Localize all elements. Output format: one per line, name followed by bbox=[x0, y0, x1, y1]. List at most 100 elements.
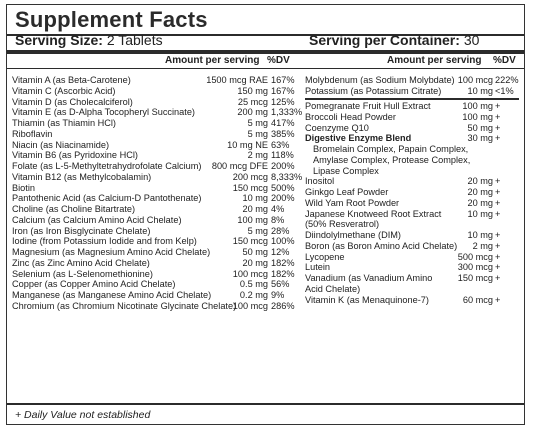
nutrient-row: Iodine (from Potassium Iodide and from K… bbox=[12, 236, 297, 247]
nutrient-name: Niacin (as Niacinamide) bbox=[12, 139, 110, 150]
nutrient-row: Magnesium (as Magnesium Amino Acid Chela… bbox=[12, 247, 297, 258]
nutrient-name: Coenzyme Q10 bbox=[305, 122, 369, 133]
nutrient-amount: 20 mg bbox=[467, 187, 493, 197]
nutrient-dv: 63% bbox=[271, 139, 290, 150]
nutrient-dv: + bbox=[495, 251, 501, 262]
nutrient-name: Choline (as Choline Bitartrate) bbox=[12, 204, 136, 214]
nutrient-dv: 118% bbox=[271, 150, 294, 161]
nutrient-dv: + bbox=[495, 262, 501, 273]
nutrient-row: Folate (as L-5-Methyltetrahydrofolate Ca… bbox=[12, 161, 297, 172]
nutrient-row: Japanese Knotweed Root Extract 10 mg + bbox=[305, 209, 523, 220]
nutrient-dv: + bbox=[495, 122, 501, 133]
nutrient-name: Folate (as L-5-Methyltetrahydrofolate Ca… bbox=[12, 161, 202, 171]
nutrient-row: Vitamin E (as D-Alpha Tocopheryl Succina… bbox=[12, 107, 302, 118]
nutrient-amount: 20 mg bbox=[242, 204, 268, 214]
right-dv-header: %DV bbox=[493, 55, 516, 66]
nutrient-name: Inositol bbox=[305, 176, 335, 187]
nutrient-amount: 200 mg bbox=[237, 107, 268, 118]
nutrient-row: Zinc (as Zinc Amino Acid Chelate) 20 mg 18… bbox=[12, 258, 297, 269]
nutrient-dv: + bbox=[495, 176, 501, 187]
nutrient-amount: 300 mcg bbox=[457, 262, 493, 273]
nutrient-amount: 0.2 mg bbox=[239, 290, 268, 300]
nutrient-row: Copper (as Copper Amino Acid Chelate) 0.5… bbox=[12, 279, 297, 290]
nutrient-name: Magnesium (as Magnesium Amino Acid Chela… bbox=[12, 247, 211, 257]
nutrient-dv: 56% bbox=[271, 279, 290, 290]
nutrient-amount: 100 mcg bbox=[232, 300, 268, 311]
nutrient-amount: 150 mg bbox=[237, 85, 268, 96]
right-section-rule bbox=[305, 98, 519, 100]
nutrient-amount: 10 mg NE bbox=[227, 139, 268, 150]
nutrient-dv: 417% bbox=[271, 118, 295, 128]
nutrient-row: Vitamin K (as Menaquinone-7) 60 mcg + bbox=[305, 295, 523, 306]
nutrient-row: Niacin (as Niacinamide) 10 mg NE 63% bbox=[12, 140, 297, 151]
nutrient-dv: 1,333% bbox=[271, 107, 303, 118]
supplement-facts-panel: Supplement Facts Serving Size: 2 Tablets… bbox=[6, 4, 525, 425]
nutrient-row: Boron (as Boron Amino Acid Chelate) 2 mg + bbox=[305, 241, 523, 252]
nutrient-name: Iron (as Iron Bisglycinate Chelate) bbox=[12, 225, 151, 236]
nutrient-name: Selenium (as L-Selenomethionine) bbox=[12, 268, 153, 279]
nutrient-name: Diindolylmethane (DIM) bbox=[305, 230, 401, 240]
nutrient-row: Riboflavin 5 mg 385% bbox=[12, 129, 297, 140]
nutrient-amount: 150 mcg bbox=[232, 236, 268, 247]
nutrient-dv: 100% bbox=[271, 236, 295, 247]
nutrient-dv: 385% bbox=[271, 128, 295, 139]
nutrient-row: Vanadium (as Vanadium Amino 150 mcg + bbox=[305, 273, 523, 284]
nutrient-name: Lutein bbox=[305, 262, 331, 273]
nutrient-row: Lipase Complex bbox=[305, 166, 523, 177]
nutrient-row: Digestive Enzyme Blend 30 mg + bbox=[305, 133, 523, 144]
nutrient-name: Vitamin A (as Beta-Carotene) bbox=[12, 75, 131, 85]
nutrient-row: Ginkgo Leaf Powder 20 mg + bbox=[305, 187, 523, 198]
nutrient-row: (50% Resveratrol) bbox=[305, 219, 523, 230]
nutrient-name: Bromelain Complex, Papain Complex, bbox=[313, 144, 469, 154]
nutrient-name: Boron (as Boron Amino Acid Chelate) bbox=[305, 240, 458, 251]
nutrient-amount: 200 mcg bbox=[232, 171, 268, 182]
nutrient-dv: 167% bbox=[271, 75, 295, 85]
nutrient-row: Choline (as Choline Bitartrate) 20 mg 4% bbox=[12, 204, 297, 215]
nutrient-name: Biotin bbox=[12, 182, 35, 193]
right-nutrient-list: Pomegranate Fruit Hull Extract 100 mg + Bro… bbox=[305, 101, 523, 305]
nutrient-name: Riboflavin bbox=[12, 128, 53, 139]
nutrient-name: Iodine (from Potassium Iodide and from K… bbox=[12, 236, 197, 247]
nutrient-dv: 286% bbox=[271, 300, 295, 311]
nutrient-amount: 100 mg bbox=[237, 214, 268, 225]
nutrient-dv: + bbox=[495, 197, 501, 208]
nutrient-dv: + bbox=[495, 111, 501, 122]
nutrient-amount: 500 mcg bbox=[457, 251, 493, 262]
nutrient-row: Coenzyme Q10 50 mg + bbox=[305, 123, 523, 134]
nutrient-dv: 125% bbox=[271, 96, 295, 107]
nutrient-name: Digestive Enzyme Blend bbox=[305, 133, 412, 144]
nutrient-row: Pomegranate Fruit Hull Extract 100 mg + bbox=[305, 101, 523, 112]
nutrient-amount: 10 mg bbox=[242, 193, 268, 204]
nutrient-amount: 50 mg bbox=[467, 122, 493, 133]
nutrient-amount: 150 mcg bbox=[232, 182, 268, 193]
nutrient-row: Amylase Complex, Protease Complex, bbox=[305, 155, 523, 166]
nutrient-dv: 200% bbox=[271, 161, 295, 171]
nutrient-amount: 0.5 mg bbox=[239, 279, 268, 290]
nutrient-dv: + bbox=[495, 273, 501, 283]
nutrient-row: Wild Yam Root Powder 20 mg + bbox=[305, 198, 523, 209]
serving-size: Serving Size: 2 Tablets bbox=[15, 32, 163, 48]
nutrient-name: Japanese Knotweed Root Extract bbox=[305, 208, 442, 219]
nutrient-name: Molybdenum (as Sodium Molybdate) bbox=[305, 75, 455, 85]
footer-rule bbox=[7, 403, 524, 405]
nutrient-amount: 10 mg bbox=[467, 208, 493, 219]
nutrient-name: Chromium (as Chromium Nicotinate Glycina… bbox=[12, 300, 237, 311]
nutrient-name: Vitamin K (as Menaquinone-7) bbox=[305, 294, 429, 305]
nutrient-amount: 800 mcg DFE bbox=[211, 161, 268, 171]
nutrient-amount: 5 mg bbox=[247, 225, 268, 236]
nutrient-dv: 167% bbox=[271, 85, 295, 96]
nutrient-amount: 5 mg bbox=[247, 118, 268, 128]
nutrient-amount: 25 mcg bbox=[237, 96, 268, 107]
nutrient-dv: + bbox=[495, 187, 501, 197]
nutrient-amount: 100 mcg bbox=[232, 268, 268, 279]
nutrient-row: Vitamin D (as Cholecalciferol) 25 mcg 125% bbox=[12, 97, 297, 108]
nutrient-row: Vitamin C (Ascorbic Acid) 150 mg 167% bbox=[12, 86, 297, 97]
thick-rule bbox=[7, 50, 524, 54]
nutrient-amount: 1500 mcg RAE bbox=[206, 75, 268, 85]
nutrient-name: Pomegranate Fruit Hull Extract bbox=[305, 101, 431, 111]
nutrient-row: Inositol 20 mg + bbox=[305, 176, 523, 187]
nutrient-name: (50% Resveratrol) bbox=[305, 219, 380, 230]
servings-per-container: Serving per Container: 30 bbox=[309, 32, 479, 48]
left-nutrient-list: Vitamin A (as Beta-Carotene) 1500 mcg RAE… bbox=[12, 75, 302, 312]
nutrient-dv: 12% bbox=[271, 247, 290, 257]
